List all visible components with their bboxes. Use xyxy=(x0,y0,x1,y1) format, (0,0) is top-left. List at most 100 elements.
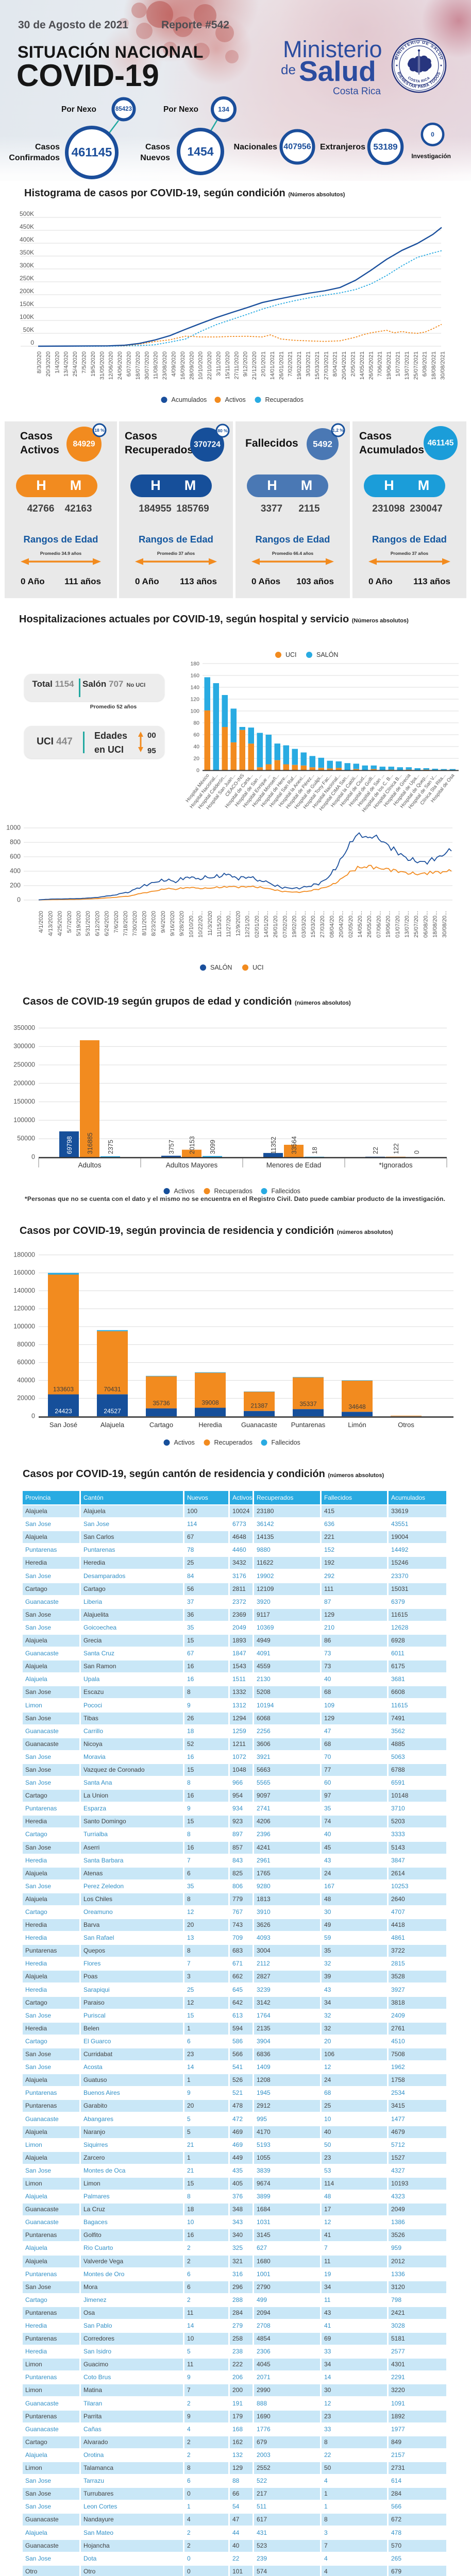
svg-text:Nuevos: Nuevos xyxy=(140,154,170,162)
svg-text:01/07/20...: 01/07/20... xyxy=(395,911,401,938)
svg-text:14/01/2021: 14/01/2021 xyxy=(270,351,276,380)
svg-text:15/03/20...: 15/03/20... xyxy=(310,911,316,938)
svg-text:UCI: UCI xyxy=(253,964,264,971)
svg-text:18/08/20...: 18/08/20... xyxy=(432,911,439,938)
svg-text:800: 800 xyxy=(10,839,21,846)
svg-text:24423: 24423 xyxy=(55,1408,72,1415)
svg-text:Adultos Mayores: Adultos Mayores xyxy=(166,1161,218,1169)
svg-text:180: 180 xyxy=(190,661,199,667)
svg-text:Recuperados: Recuperados xyxy=(214,1439,253,1446)
svg-text:26/05/2021: 26/05/2021 xyxy=(368,351,374,380)
svg-text:400: 400 xyxy=(10,868,21,875)
svg-text:200K: 200K xyxy=(20,287,34,295)
svg-text:SALÓN: SALÓN xyxy=(210,963,232,971)
svg-text:9/4/2020: 9/4/2020 xyxy=(160,911,166,933)
svg-text:Fallecidos: Fallecidos xyxy=(272,1439,300,1446)
svg-text:18: 18 xyxy=(311,1147,318,1154)
svg-text:30/08/2021: 30/08/2021 xyxy=(440,351,446,380)
svg-text:2375: 2375 xyxy=(107,1140,114,1154)
svg-text:1/4/2020: 1/4/2020 xyxy=(54,351,60,374)
svg-text:20: 20 xyxy=(193,756,199,762)
svg-text:11352: 11352 xyxy=(270,1137,277,1154)
svg-text:1,2 %: 1,2 % xyxy=(332,428,344,433)
svg-text:2/05/2021: 2/05/2021 xyxy=(350,351,357,377)
svg-text:50K: 50K xyxy=(23,326,34,333)
svg-text:14/05/20...: 14/05/20... xyxy=(357,911,363,938)
svg-text:Otros: Otros xyxy=(398,1421,414,1429)
svg-text:Casos: Casos xyxy=(145,143,170,151)
svg-text:9/28/2020: 9/28/2020 xyxy=(179,911,185,936)
svg-text:370724: 370724 xyxy=(194,440,221,449)
svg-text:1/07/2021: 1/07/2021 xyxy=(395,351,401,377)
svg-text:0: 0 xyxy=(431,131,434,138)
svg-text:26/05/20...: 26/05/20... xyxy=(366,911,373,938)
svg-text:5/31/2020: 5/31/2020 xyxy=(85,911,91,936)
svg-text:26/01/20...: 26/01/20... xyxy=(273,911,279,938)
svg-text:14/05/2021: 14/05/2021 xyxy=(359,351,365,380)
svg-text:84929: 84929 xyxy=(73,440,95,449)
svg-text:0: 0 xyxy=(17,896,21,904)
svg-text:27/03/2021: 27/03/2021 xyxy=(323,351,329,380)
svg-text:19/02/20...: 19/02/20... xyxy=(292,911,298,938)
svg-text:180000: 180000 xyxy=(13,1251,35,1258)
svg-text:100000: 100000 xyxy=(13,1116,35,1124)
svg-text:1000: 1000 xyxy=(6,824,21,832)
svg-text:18/08/2021: 18/08/2021 xyxy=(431,351,437,380)
svg-text:133603: 133603 xyxy=(53,1386,74,1393)
svg-text:35736: 35736 xyxy=(153,1400,170,1407)
svg-text:Nacionales: Nacionales xyxy=(234,143,278,151)
svg-text:11/08/2020: 11/08/2020 xyxy=(153,351,159,379)
svg-text:20/3/2020: 20/3/2020 xyxy=(45,351,52,377)
svg-text:27/03/20...: 27/03/20... xyxy=(319,911,326,938)
svg-text:07/06/20...: 07/06/20... xyxy=(376,911,382,938)
svg-text:8/3/2020: 8/3/2020 xyxy=(37,351,43,374)
svg-text:10/10/2020: 10/10/2020 xyxy=(198,351,204,380)
svg-text:9/16/2020: 9/16/2020 xyxy=(170,911,176,936)
svg-text:Activos: Activos xyxy=(174,1439,195,1446)
svg-text:9/12/2020: 9/12/2020 xyxy=(243,351,249,377)
svg-text:San José: San José xyxy=(49,1421,77,1429)
svg-text:33564: 33564 xyxy=(291,1136,298,1154)
svg-text:0: 0 xyxy=(31,1413,35,1420)
svg-text:02/05/20...: 02/05/20... xyxy=(348,911,354,938)
svg-text:53189: 53189 xyxy=(373,142,397,152)
svg-text:20153: 20153 xyxy=(189,1136,196,1154)
svg-text:80: 80 xyxy=(193,720,199,726)
svg-text:400K: 400K xyxy=(20,236,34,243)
svg-text:03/03/20...: 03/03/20... xyxy=(301,911,307,938)
svg-text:10/10/20...: 10/10/20... xyxy=(188,911,194,938)
svg-text:Investigación: Investigación xyxy=(411,152,451,160)
svg-text:Puntarenas: Puntarenas xyxy=(291,1421,326,1429)
svg-text:140: 140 xyxy=(190,685,199,691)
svg-text:6/12/2020: 6/12/2020 xyxy=(94,911,100,936)
svg-text:80000: 80000 xyxy=(17,1341,35,1348)
svg-text:21387: 21387 xyxy=(250,1402,268,1410)
svg-text:60: 60 xyxy=(193,732,199,738)
svg-text:7/5/2020: 7/5/2020 xyxy=(81,351,88,374)
svg-text:Guanacaste: Guanacaste xyxy=(241,1421,277,1429)
svg-text:Casos: Casos xyxy=(35,143,60,151)
svg-text:30/07/2020: 30/07/2020 xyxy=(144,351,150,380)
svg-text:5/19/2020: 5/19/2020 xyxy=(76,911,82,936)
svg-text:35337: 35337 xyxy=(299,1400,317,1408)
svg-text:316885: 316885 xyxy=(87,1132,94,1154)
svg-text:160: 160 xyxy=(190,673,199,679)
svg-text:1454: 1454 xyxy=(187,145,213,158)
svg-text:19/5/2020: 19/5/2020 xyxy=(90,351,96,377)
svg-text:69798: 69798 xyxy=(66,1136,73,1154)
svg-text:300000: 300000 xyxy=(13,1043,35,1050)
svg-text:30/08/20...: 30/08/20... xyxy=(442,911,448,938)
svg-text:34648: 34648 xyxy=(348,1403,366,1410)
svg-text:11/3/2020: 11/3/2020 xyxy=(207,911,213,936)
svg-text:0: 0 xyxy=(30,339,34,346)
svg-text:39008: 39008 xyxy=(201,1399,219,1406)
svg-text:11/27/20...: 11/27/20... xyxy=(226,911,232,937)
svg-text:12/9/2020: 12/9/2020 xyxy=(235,911,241,936)
svg-text:7/6/2020: 7/6/2020 xyxy=(113,911,120,933)
svg-text:13/4/2020: 13/4/2020 xyxy=(63,351,70,377)
svg-text:3099: 3099 xyxy=(209,1140,216,1154)
svg-text:100000: 100000 xyxy=(13,1323,35,1330)
svg-text:80 %: 80 % xyxy=(217,428,228,433)
svg-text:0: 0 xyxy=(413,1150,420,1154)
svg-text:350K: 350K xyxy=(20,249,34,256)
